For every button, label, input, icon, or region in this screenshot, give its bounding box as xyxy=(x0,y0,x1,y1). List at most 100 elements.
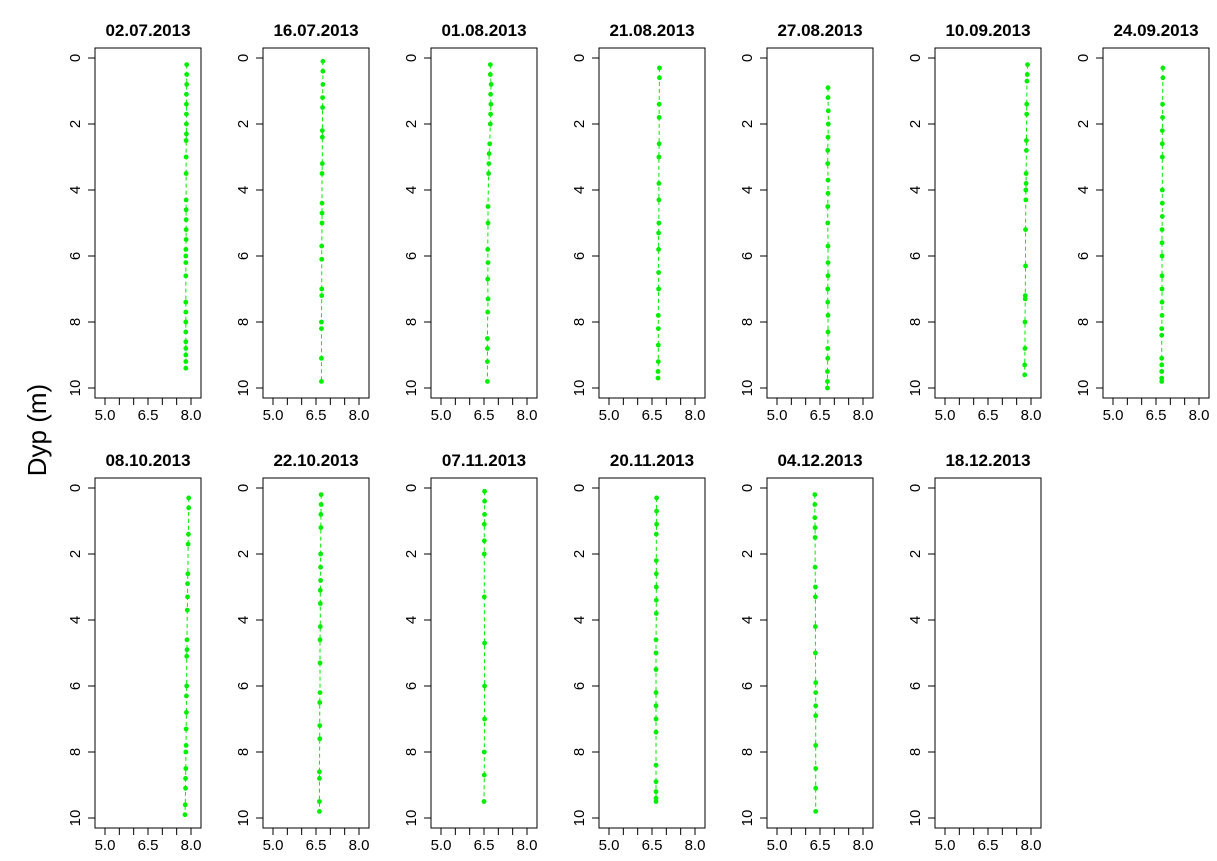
y-tick-label: 2 xyxy=(403,120,420,128)
x-tick-label: 8.0 xyxy=(181,407,202,424)
data-point xyxy=(657,65,662,71)
data-point xyxy=(184,653,190,659)
data-point xyxy=(655,375,661,381)
y-tick-label: 10 xyxy=(907,810,924,827)
data-point xyxy=(481,538,487,544)
data-point xyxy=(184,683,190,689)
data-point xyxy=(1024,138,1029,143)
panel-21.08.2013: 21.08.2013 5.0 6.5 8.0 0 2 4 6 8 10 xyxy=(571,21,706,424)
y-tick-label: 8 xyxy=(67,748,84,756)
data-point xyxy=(487,62,493,67)
data-point xyxy=(653,571,659,577)
data-point xyxy=(481,594,487,600)
data-point xyxy=(825,177,831,183)
data-point xyxy=(825,148,831,153)
data-point xyxy=(317,690,323,695)
data-point xyxy=(653,789,659,794)
data-point xyxy=(825,204,831,209)
y-tick-label: 2 xyxy=(67,550,84,558)
data-point xyxy=(825,346,831,351)
data-point xyxy=(485,260,491,265)
data-point xyxy=(653,795,659,801)
y-tick-label: 2 xyxy=(907,550,924,558)
data-point xyxy=(1159,299,1165,305)
data-point xyxy=(1159,273,1165,279)
x-tick-label: 6.5 xyxy=(978,837,999,854)
y-tick-label: 4 xyxy=(907,616,924,624)
data-point xyxy=(813,785,819,791)
data-point xyxy=(1024,111,1030,117)
data-point xyxy=(825,355,831,361)
panel-frame xyxy=(1102,47,1210,399)
y-tick-label: 10 xyxy=(571,380,588,397)
data-point xyxy=(656,270,661,275)
data-point xyxy=(1159,326,1165,331)
y-tick-label: 4 xyxy=(67,186,84,194)
panel-10.09.2013: 10.09.2013 5.0 6.5 8.0 0 2 4 6 8 10 xyxy=(907,21,1042,424)
panel-18.12.2013: 18.12.2013 5.0 6.5 8.0 0 2 4 6 8 10 xyxy=(907,451,1042,854)
data-point xyxy=(183,749,189,755)
y-tick-label: 4 xyxy=(403,616,420,624)
x-tick-label: 5.0 xyxy=(263,407,284,424)
data-point xyxy=(183,346,189,351)
data-point xyxy=(654,508,659,514)
data-point xyxy=(485,276,491,282)
data-point xyxy=(319,379,324,384)
data-point xyxy=(813,743,819,748)
data-point xyxy=(320,82,326,87)
x-tick-label: 6.5 xyxy=(978,407,999,424)
panel-20.11.2013: 20.11.2013 5.0 6.5 8.0 0 2 4 6 8 10 xyxy=(571,451,706,854)
series-line xyxy=(486,64,492,382)
x-tick-label: 6.5 xyxy=(474,837,495,854)
y-tick-label: 6 xyxy=(907,252,924,260)
panel-title: 20.11.2013 xyxy=(610,451,694,470)
panel-frame xyxy=(598,477,706,829)
panel-title: 27.08.2013 xyxy=(777,21,862,40)
data-point xyxy=(812,525,818,530)
data-point xyxy=(653,779,659,785)
data-point xyxy=(812,515,818,521)
data-point xyxy=(320,58,326,64)
panel-02.07.2013: 02.07.2013 5.0 6.5 8.0 0 2 4 6 8 10 xyxy=(67,21,202,424)
data-point xyxy=(320,105,325,110)
data-point xyxy=(812,492,818,497)
data-point xyxy=(184,607,190,613)
data-point xyxy=(319,355,324,361)
x-tick-label: 6.5 xyxy=(138,407,159,424)
data-point xyxy=(320,95,325,100)
y-tick-label: 0 xyxy=(907,484,924,492)
data-point xyxy=(1024,72,1030,77)
y-tick-label: 10 xyxy=(235,380,252,397)
data-point xyxy=(485,204,491,209)
x-tick-label: 6.5 xyxy=(810,837,831,854)
data-point xyxy=(319,293,325,298)
x-tick-label: 8.0 xyxy=(349,837,370,854)
data-point xyxy=(482,640,487,646)
data-point xyxy=(317,769,322,775)
data-point xyxy=(183,359,189,364)
data-point xyxy=(485,379,490,384)
data-point xyxy=(1023,181,1029,186)
data-point xyxy=(1160,75,1166,81)
y-tick-label: 8 xyxy=(907,748,924,756)
data-point xyxy=(317,601,323,606)
data-point xyxy=(1025,62,1030,67)
data-point xyxy=(319,128,325,134)
panel-04.12.2013: 04.12.2013 5.0 6.5 8.0 0 2 4 6 8 10 xyxy=(739,451,874,854)
y-tick-label: 4 xyxy=(403,186,420,194)
data-point xyxy=(1024,78,1030,84)
data-point xyxy=(813,624,818,629)
data-point xyxy=(183,260,189,265)
x-tick-label: 5.0 xyxy=(95,407,116,424)
data-point xyxy=(653,799,659,804)
data-point xyxy=(1023,171,1029,176)
y-tick-label: 6 xyxy=(403,252,420,260)
data-point xyxy=(183,138,189,143)
y-tick-label: 10 xyxy=(571,810,588,827)
panel-frame xyxy=(94,477,202,829)
y-tick-label: 6 xyxy=(907,682,924,690)
x-tick-label: 8.0 xyxy=(853,837,874,854)
y-tick-label: 10 xyxy=(403,810,420,827)
data-point xyxy=(486,161,492,167)
data-point xyxy=(485,247,491,252)
